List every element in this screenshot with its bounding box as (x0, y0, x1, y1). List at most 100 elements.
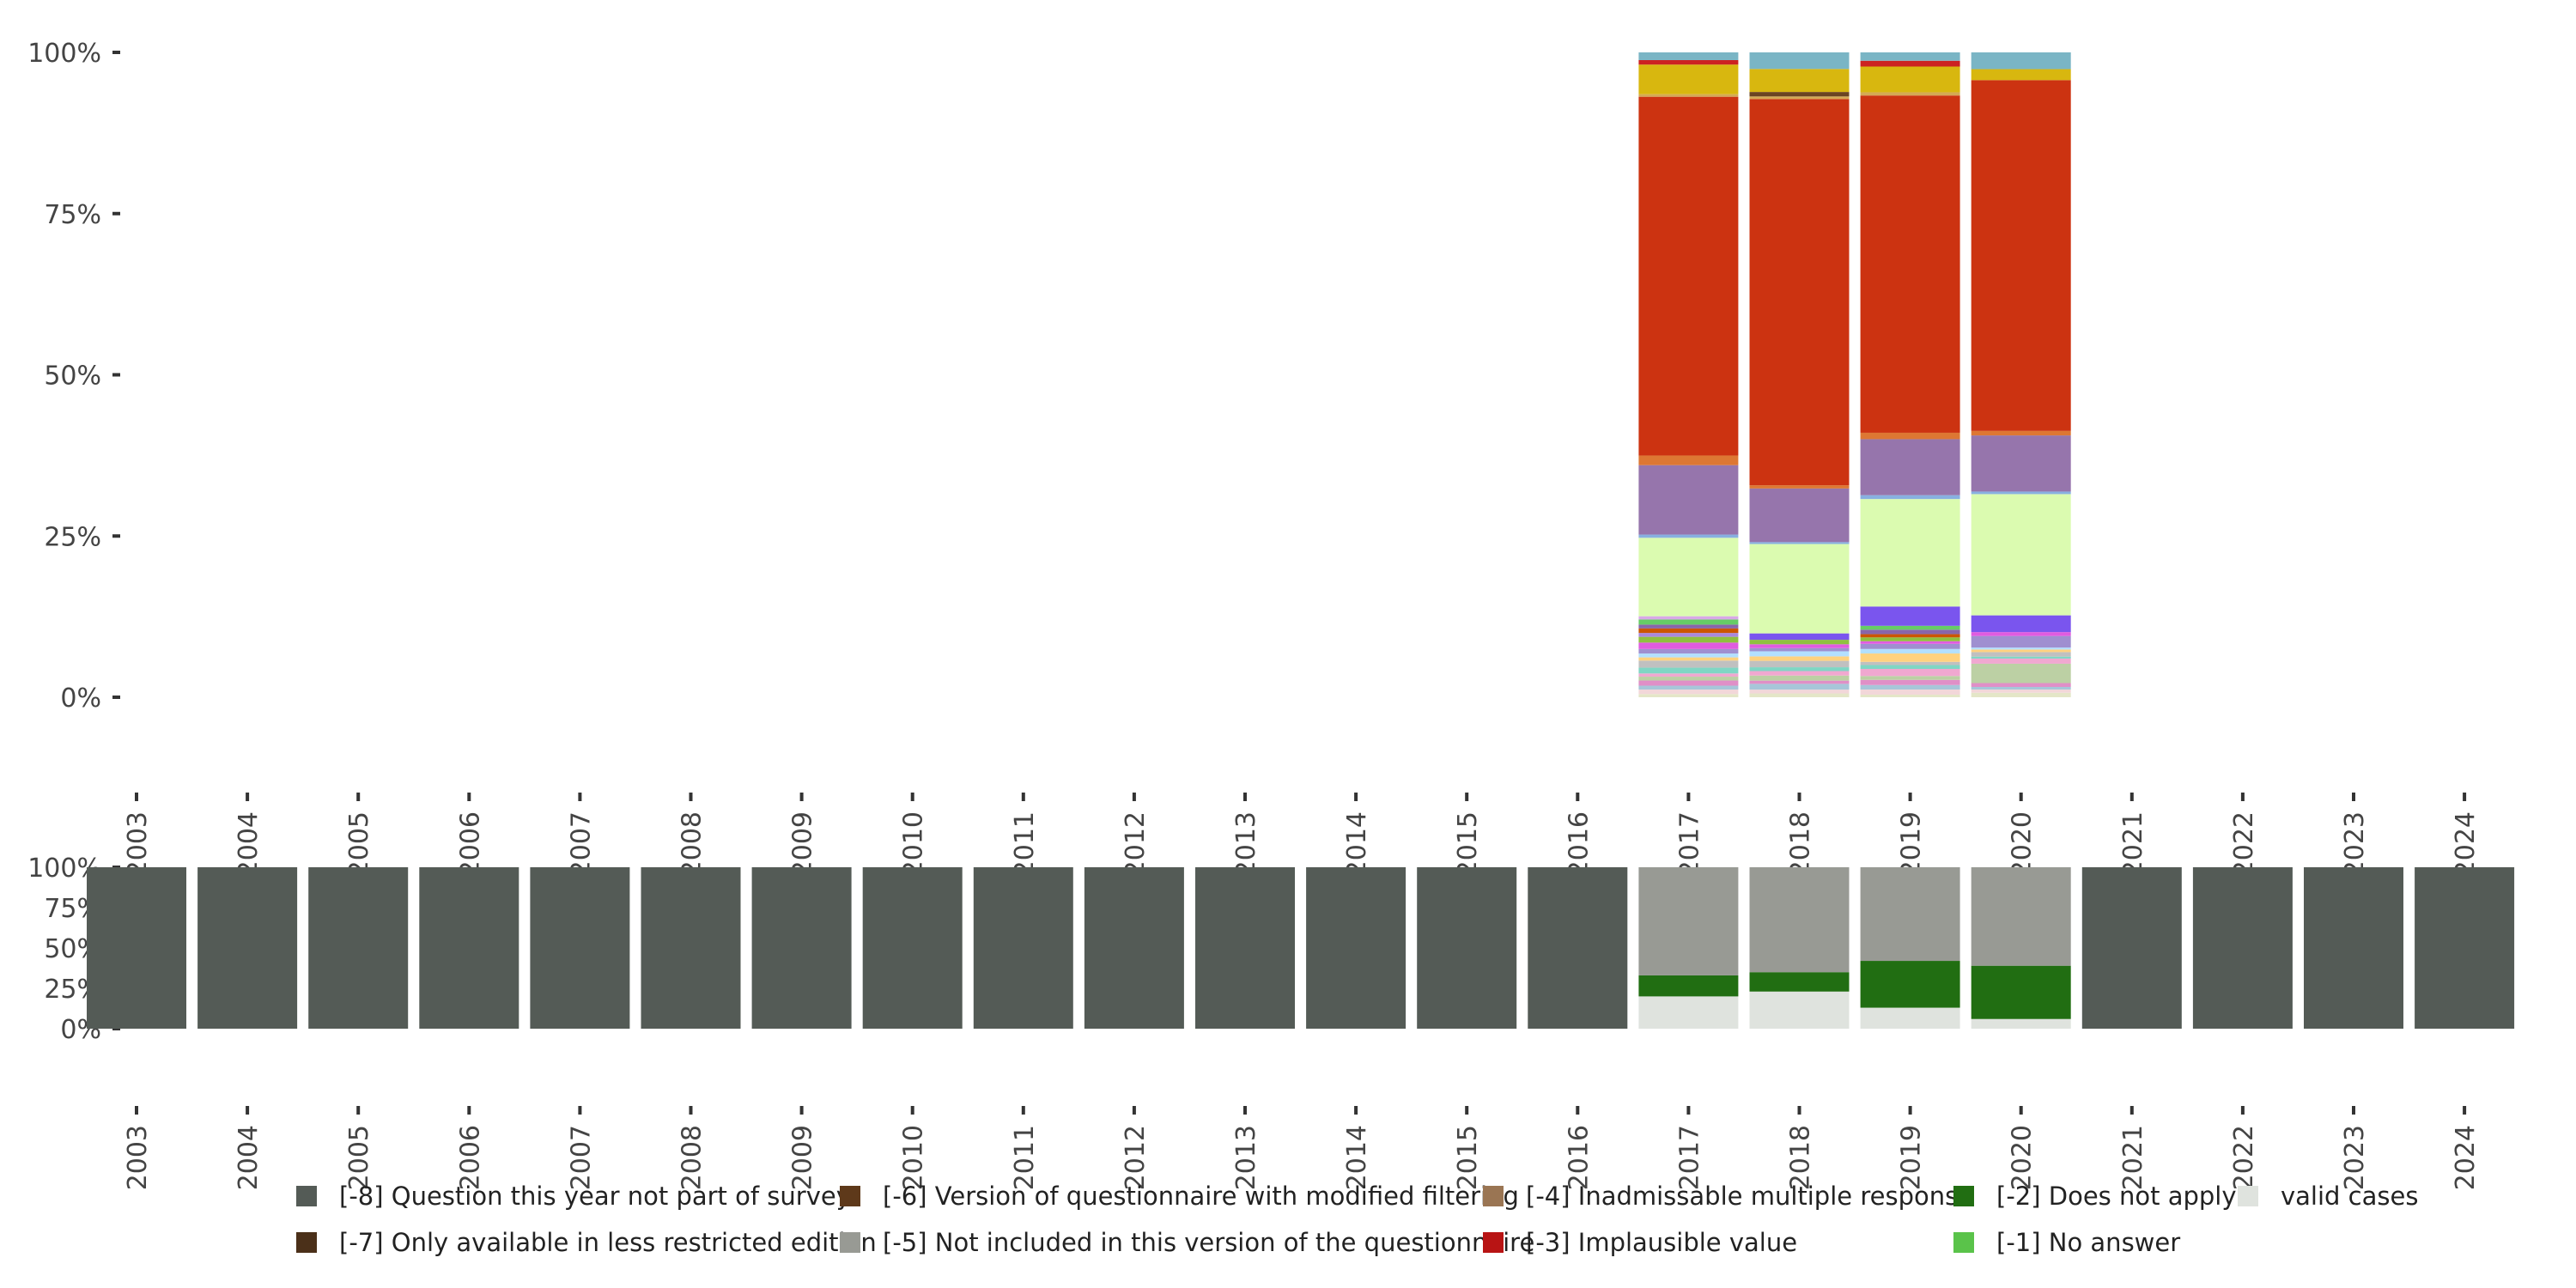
legend-label: [-5] Not included in this version of the… (883, 1228, 1534, 1257)
top-bar-segment-2019-16 (1860, 625, 1960, 630)
top-bar-segment-2020-11 (1971, 632, 2071, 636)
bottom-x-tick-label: 2010 (899, 1125, 929, 1190)
top-bar-segment-2018-9 (1749, 651, 1850, 657)
top-bar-segment-2020-10 (1971, 635, 2071, 648)
bottom-bar-segment-2018-0 (1749, 991, 1850, 1029)
top-x-tick-label: 2024 (2451, 811, 2481, 877)
top-bar-segment-2020-22 (1971, 430, 2071, 436)
top-bar-segment-2017-11 (1638, 642, 1739, 649)
bottom-bar-segment-2021-3 (2081, 867, 2182, 1029)
legend-swatch (1953, 1186, 1974, 1206)
legend-swatch (296, 1186, 317, 1206)
top-bar-segment-2018-26 (1749, 69, 1850, 93)
bottom-x-tick-label: 2012 (1121, 1125, 1151, 1190)
bottom-bar-segment-2003-3 (87, 867, 186, 1029)
top-bar-segment-2018-8 (1749, 656, 1850, 661)
top-bar-segment-2020-3 (1971, 683, 2071, 687)
top-bar-segment-2018-5 (1749, 671, 1850, 676)
top-bar-segment-2019-11 (1860, 641, 1960, 644)
top-bar-segment-2020-26 (1971, 69, 2071, 81)
top-bar-segment-2018-20 (1749, 542, 1850, 544)
top-bar-segment-2019-19 (1860, 499, 1960, 607)
top-bar-segment-2017-24 (1638, 94, 1739, 97)
top-x-tick-label: 2007 (566, 811, 596, 877)
top-bar-segment-2018-25 (1749, 92, 1850, 97)
top-bar-segment-2017-5 (1638, 673, 1739, 677)
top-y-tick-label: 50% (44, 361, 101, 392)
top-bar-segment-2019-8 (1860, 653, 1960, 662)
legend-swatch (1953, 1232, 1974, 1253)
legend-swatch (2238, 1186, 2258, 1206)
top-bar-segment-2020-2 (1971, 686, 2071, 690)
bottom-bar-segment-2015-3 (1417, 867, 1517, 1029)
top-bar-segment-2017-3 (1638, 680, 1739, 686)
top-bar-segment-2018-3 (1749, 680, 1850, 684)
top-bar-segment-2019-6 (1860, 665, 1960, 670)
top-bar-segment-2018-0 (1749, 693, 1850, 697)
top-bar-segment-2017-27 (1638, 59, 1739, 65)
legend-label: [-2] Does not apply (1996, 1182, 2237, 1211)
top-bar-segment-2020-6 (1971, 656, 2071, 659)
top-x-tick-label: 2016 (1564, 811, 1594, 877)
top-bar-segment-2019-10 (1860, 643, 1960, 649)
bottom-x-tick-label: 2022 (2229, 1125, 2259, 1190)
bottom-bar-segment-2014-3 (1306, 867, 1406, 1029)
top-bar-segment-2019-26 (1860, 66, 1960, 93)
top-x-tick-label: 2017 (1674, 811, 1704, 877)
bottom-x-tick-label: 2009 (788, 1125, 818, 1190)
top-y-tick-label: 75% (44, 200, 101, 230)
top-bar-segment-2019-28 (1860, 52, 1960, 61)
top-bar-segment-2019-4 (1860, 676, 1960, 680)
bottom-x-tick-label: 2015 (1453, 1125, 1483, 1190)
legend-swatch (296, 1232, 317, 1253)
top-bar-segment-2017-0 (1638, 694, 1739, 697)
bottom-bar-segment-2019-1 (1860, 961, 1960, 1008)
top-bar-segment-2018-28 (1749, 52, 1850, 70)
top-bar-segment-2018-22 (1749, 485, 1850, 489)
top-bar-segment-2019-7 (1860, 661, 1960, 665)
top-bar-segment-2019-24 (1860, 92, 1960, 96)
bottom-x-tick-label: 2004 (234, 1125, 264, 1190)
top-bar-segment-2020-23 (1971, 80, 2071, 431)
bottom-bar-segment-2007-3 (530, 867, 630, 1029)
top-bar-segment-2019-2 (1860, 684, 1960, 690)
top-bar-segment-2018-24 (1749, 96, 1850, 100)
top-bar-segment-2019-20 (1860, 495, 1960, 500)
top-bar-segment-2020-4 (1971, 663, 2071, 683)
top-bar-segment-2020-18 (1971, 615, 2071, 633)
top-bar-segment-2018-10 (1749, 647, 1850, 652)
bottom-x-tick-label: 2017 (1674, 1125, 1704, 1190)
bottom-bar-segment-2006-3 (419, 867, 519, 1029)
legend-swatch (840, 1186, 860, 1206)
top-bar-segment-2017-10 (1638, 648, 1739, 654)
bottom-bar-segment-2008-3 (641, 867, 741, 1029)
top-bar-segment-2019-18 (1860, 606, 1960, 626)
bottom-bar-segment-2010-3 (862, 867, 963, 1029)
top-bar-segment-2017-14 (1638, 628, 1739, 634)
top-bar-segment-2017-9 (1638, 653, 1739, 658)
top-bar-segment-2019-15 (1860, 629, 1960, 635)
top-bar-segment-2019-23 (1860, 95, 1960, 433)
bottom-bar-segment-2013-3 (1195, 867, 1295, 1029)
top-bar-segment-2019-21 (1860, 439, 1960, 495)
top-bar-segment-2018-1 (1749, 690, 1850, 694)
bottom-bar-segment-2018-1 (1749, 972, 1850, 992)
top-bar-segment-2017-8 (1638, 657, 1739, 661)
top-x-tick-label: 2009 (788, 811, 818, 877)
bottom-x-tick-label: 2021 (2118, 1125, 2148, 1190)
top-bar-segment-2017-28 (1638, 52, 1739, 60)
top-bar-segment-2020-1 (1971, 689, 2071, 693)
top-bar-segment-2017-17 (1638, 616, 1739, 620)
top-bar-segment-2019-14 (1860, 634, 1960, 638)
top-bar-segment-2018-7 (1749, 660, 1850, 668)
bottom-bar-segment-2017-2 (1638, 867, 1739, 975)
top-bar-segment-2017-16 (1638, 619, 1739, 625)
bottom-bar-segment-2012-3 (1084, 867, 1184, 1029)
bottom-x-tick-label: 2007 (566, 1125, 596, 1190)
top-x-tick-label: 2022 (2229, 811, 2259, 877)
top-x-tick-label: 2023 (2340, 811, 2370, 877)
missing-codes-chart: 0%25%50%75%100%2003 2004 2005 2006 2007 2008 2… (27, 854, 2515, 1190)
top-bar-segment-2019-5 (1860, 669, 1960, 677)
top-bar-segment-2017-21 (1638, 465, 1739, 535)
